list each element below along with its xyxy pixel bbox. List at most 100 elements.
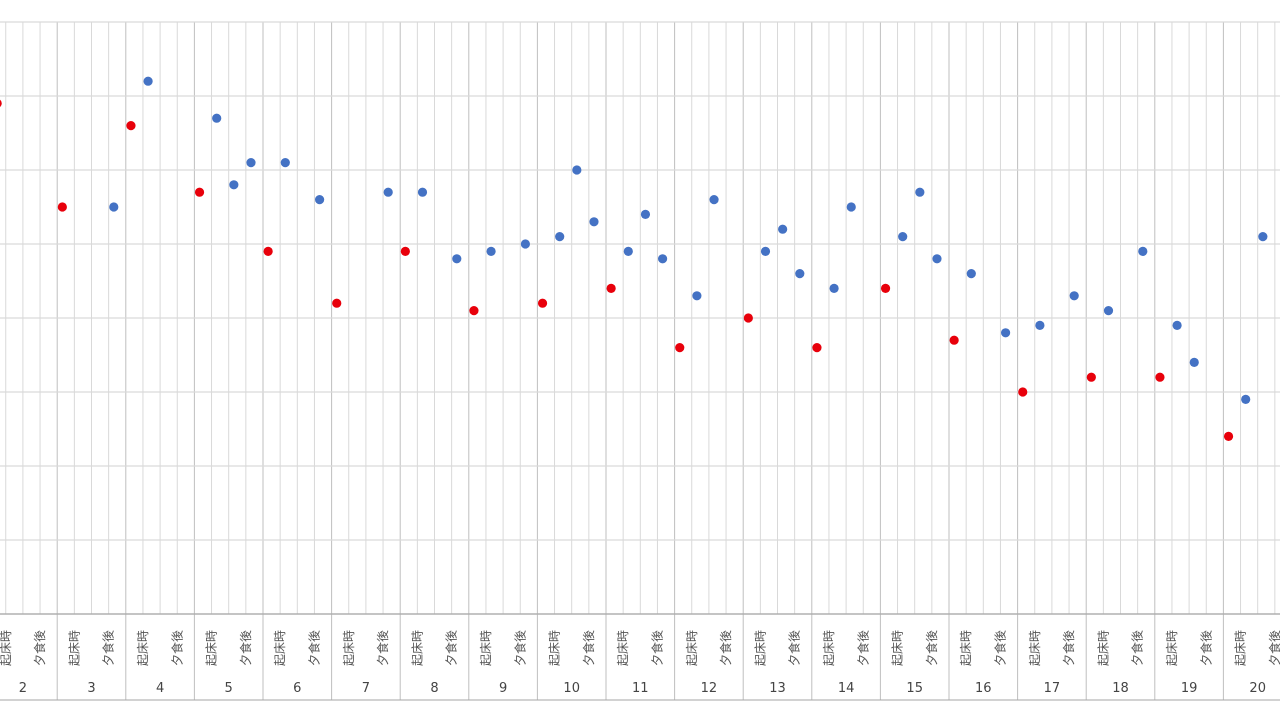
x-sub-label: 夕食後	[32, 630, 47, 666]
red-point	[1018, 387, 1028, 397]
blue-point	[109, 202, 119, 212]
x-sub-label: 夕食後	[992, 630, 1007, 666]
red-point	[400, 246, 410, 256]
red-point	[949, 335, 959, 345]
x-sub-label: 起床時	[342, 630, 356, 666]
red-point	[606, 283, 616, 293]
blue-point	[1138, 246, 1148, 256]
x-sub-label: 夕食後	[924, 630, 939, 666]
blue-point	[383, 187, 393, 197]
x-day-label: 7	[362, 681, 370, 696]
x-sub-label: 起床時	[273, 630, 287, 666]
blue-point	[246, 158, 256, 168]
x-sub-label: 夕食後	[855, 630, 870, 666]
x-sub-label: 起床時	[616, 630, 630, 666]
blue-point	[280, 158, 290, 168]
x-sub-label: 起床時	[0, 630, 13, 666]
red-point	[880, 283, 891, 293]
x-sub-label: 起床時	[1165, 630, 1179, 666]
blue-point	[143, 76, 153, 86]
blue-point	[555, 232, 565, 242]
x-sub-label: 起床時	[1096, 630, 1110, 666]
blue-point	[1035, 320, 1045, 330]
red-point	[675, 343, 685, 353]
red-point	[1155, 372, 1165, 382]
red-point	[1086, 372, 1096, 382]
x-day-label: 16	[975, 681, 992, 696]
blue-point	[898, 232, 908, 242]
x-sub-label: 夕食後	[787, 630, 802, 666]
x-sub-label: 起床時	[822, 630, 836, 666]
x-day-label: 12	[701, 681, 718, 696]
blue-point	[915, 187, 925, 197]
blue-point	[589, 217, 599, 227]
red-point	[0, 99, 2, 108]
x-sub-label: 夕食後	[375, 630, 390, 666]
blue-point	[1189, 357, 1199, 367]
red-point	[263, 246, 273, 256]
x-day-label: 11	[632, 681, 649, 696]
x-sub-label: 起床時	[959, 630, 973, 666]
blue-point	[452, 254, 462, 264]
blue-point	[417, 187, 428, 197]
horizontal-gridlines	[0, 21, 1280, 615]
vertical-gridlines	[5, 22, 1276, 700]
x-day-label: 10	[563, 681, 580, 696]
red-point	[194, 187, 205, 197]
red-point	[537, 298, 548, 308]
x-day-label: 4	[156, 681, 164, 696]
x-sub-label: 起床時	[1234, 630, 1248, 666]
x-sub-label: 夕食後	[581, 630, 596, 666]
blue-point	[1069, 291, 1079, 301]
x-day-label: 8	[430, 681, 438, 696]
series-blue	[109, 76, 1268, 404]
x-sub-label: 起床時	[1028, 630, 1042, 666]
x-day-label: 13	[769, 681, 786, 696]
x-axis	[0, 613, 1280, 701]
x-sub-label: 夕食後	[1130, 630, 1145, 666]
x-day-label: 19	[1181, 681, 1198, 696]
blue-point	[846, 202, 856, 212]
red-point	[57, 202, 67, 212]
blue-point	[212, 113, 222, 123]
x-sub-label: 夕食後	[649, 630, 664, 666]
blue-point	[623, 246, 633, 256]
x-day-label: 6	[293, 681, 301, 696]
red-point	[126, 121, 136, 131]
x-sub-label: 夕食後	[1061, 630, 1076, 666]
x-sub-label: 夕食後	[1267, 630, 1280, 666]
x-sub-label: 起床時	[753, 630, 767, 666]
blue-point	[1103, 306, 1114, 316]
blue-point	[314, 195, 325, 205]
x-day-label: 5	[225, 681, 233, 696]
blue-point	[966, 269, 976, 279]
x-sub-label: 起床時	[67, 630, 81, 666]
red-point	[469, 306, 479, 316]
red-point	[332, 298, 342, 308]
x-sub-label: 起床時	[548, 630, 562, 666]
blue-point	[778, 224, 788, 234]
blue-point	[709, 195, 719, 205]
blue-point	[692, 291, 702, 301]
x-sub-label: 夕食後	[512, 630, 527, 666]
blue-point	[932, 254, 942, 264]
x-sub-label: 夕食後	[101, 630, 116, 666]
red-point	[1223, 431, 1234, 441]
x-day-label: 3	[87, 681, 95, 696]
x-day-label: 9	[499, 681, 507, 696]
blue-point	[1000, 328, 1011, 338]
blue-point	[1241, 394, 1251, 404]
x-sub-label: 起床時	[479, 630, 493, 666]
x-day-label: 20	[1249, 681, 1266, 696]
x-sub-label: 夕食後	[444, 630, 459, 666]
blue-point	[657, 254, 668, 264]
x-sub-label: 起床時	[891, 630, 905, 666]
x-sub-label: 起床時	[205, 630, 219, 666]
blue-point	[486, 246, 496, 256]
x-day-label: 2	[19, 681, 27, 696]
x-day-label: 14	[838, 681, 855, 696]
x-day-labels: 2 3 4 5 6 7 8 9 10 11 12 13 14 15 16 17 18 19 20	[19, 681, 1266, 696]
x-sub-labels: 起床時 夕食後 起床時 夕食後 起床時 夕食後 起床時 夕食後 起床時 夕食後 起床時 夕食後 起床時 夕…	[0, 630, 1280, 666]
x-day-label: 15	[906, 681, 923, 696]
